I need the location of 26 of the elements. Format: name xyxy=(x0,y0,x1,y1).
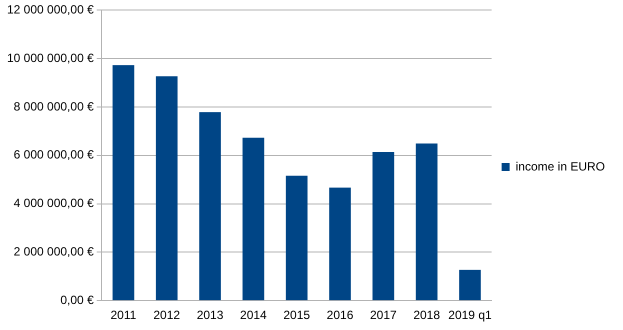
y-tick-label: 12 000 000,00 € xyxy=(7,2,94,17)
y-tick-label: 0,00 € xyxy=(60,292,94,307)
x-tick-label: 2013 xyxy=(196,308,224,322)
bar xyxy=(372,152,394,300)
x-tick-label: 2017 xyxy=(370,308,398,322)
bar xyxy=(329,188,351,300)
bar xyxy=(286,176,308,300)
x-tick-label: 2015 xyxy=(283,308,310,322)
legend-label: income in EURO xyxy=(516,159,606,174)
bar xyxy=(112,65,134,300)
x-tick-label: 2019 q1 xyxy=(448,308,492,322)
y-tick-label: 6 000 000,00 € xyxy=(14,148,94,162)
x-tick-label: 2018 xyxy=(413,308,440,322)
y-tick-label: 8 000 000,00 € xyxy=(14,99,94,114)
bar xyxy=(242,138,264,300)
x-tick-label: 2012 xyxy=(153,308,180,322)
x-tick-label: 2016 xyxy=(326,308,354,322)
bar xyxy=(416,144,438,300)
bar xyxy=(199,112,221,300)
x-tick-label: 2011 xyxy=(110,308,137,322)
bar xyxy=(156,76,178,300)
y-tick-label: 2 000 000,00 € xyxy=(14,244,94,259)
y-tick-label: 4 000 000,00 € xyxy=(14,196,94,210)
x-tick-label: 2014 xyxy=(240,308,268,322)
bar xyxy=(459,270,481,300)
y-tick-label: 10 000 000,00 € xyxy=(7,50,94,65)
